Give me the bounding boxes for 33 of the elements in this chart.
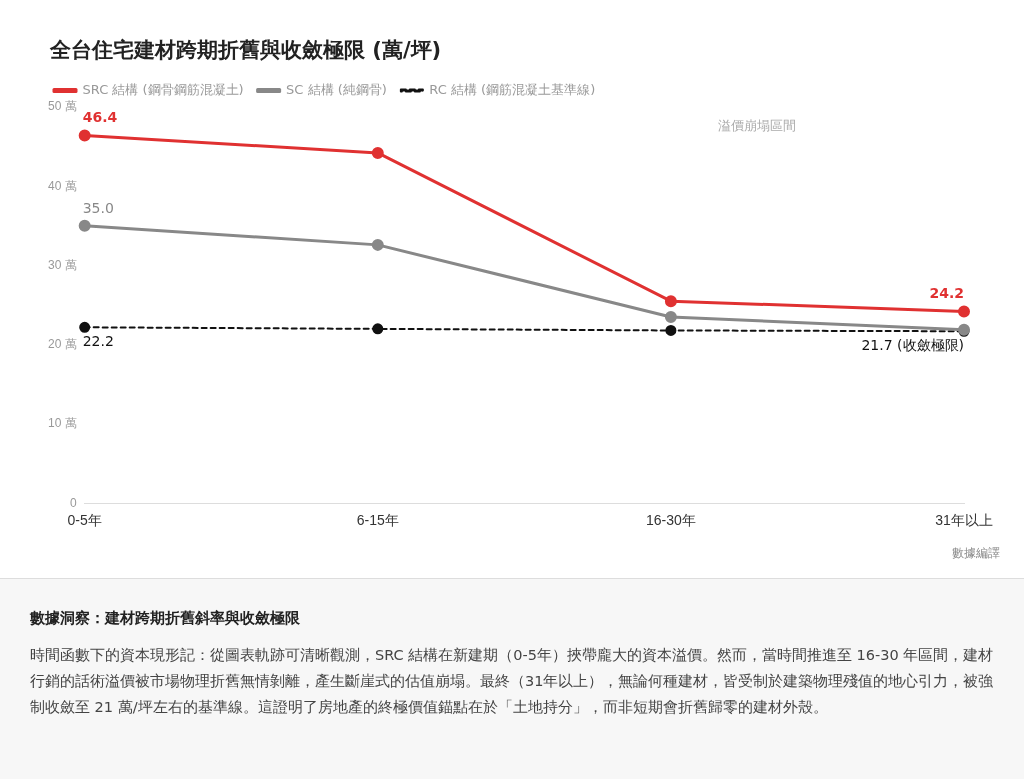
y-tick-label: 50 萬 <box>47 99 77 114</box>
point <box>958 305 970 318</box>
point <box>664 295 677 308</box>
data-label: 46.4 <box>82 109 118 126</box>
y-tick-label: 0 <box>69 495 77 510</box>
legend-label: SRC 結構 (鋼骨鋼筋混凝土) <box>82 81 244 97</box>
data-label: 35.0 <box>82 199 114 216</box>
point <box>664 310 677 323</box>
y-tick-label: 30 萬 <box>47 257 77 272</box>
point <box>79 321 91 333</box>
data-label: 21.7 (收斂極限) <box>861 336 964 353</box>
point <box>78 219 91 232</box>
annotation: 溢價崩塌區間 <box>718 118 797 134</box>
data-label: 24.2 <box>929 285 964 302</box>
point <box>372 323 384 335</box>
text: 時間函數下的資本現形記：從圖表軌跡可清晰觀測，SRC 結構在新建期（0-5年）挾帶龐大的資本溢價。然而，當時間推進至 16-30 年區間，建材行銷的話術溢價被市場物理折舊無情剝離，產生斷崖式的估值崩塌。最終（31年以上），無論何種建材，皆受制於建築物理殘值的地心引力，被強制收斂至 21 萬/坪左右的基準線。這證明了房地產的終極價值錨點在於「土地持分」，而非短期會折舊歸零的建材外殼。 <box>30 646 994 717</box>
point <box>665 324 677 336</box>
chart-title: 全台住宅建材跨期折舊與收斂極限 (萬/坪) <box>50 37 442 64</box>
point <box>371 238 384 251</box>
legend-label: RC 結構 (鋼筋混凝土基準線) <box>429 81 596 97</box>
y-tick-label: 10 萬 <box>47 416 77 431</box>
x-tick-label: 16-30年 <box>645 512 696 529</box>
x-tick-label: 31年以上 <box>935 512 993 529</box>
x-tick-label: 6-15年 <box>356 512 399 529</box>
text: 數據洞察：建材跨期折舊斜率與收斂極限 <box>30 609 301 628</box>
y-tick-label: 40 萬 <box>47 178 77 193</box>
legend-label: SC 結構 (純鋼骨) <box>286 81 387 97</box>
text: 數據編譯 <box>952 545 1000 562</box>
x-tick-label: 0-5年 <box>67 512 102 529</box>
y-tick-label: 20 萬 <box>47 337 77 352</box>
point <box>78 129 91 142</box>
data-label: 22.2 <box>82 332 114 349</box>
point <box>371 146 384 159</box>
